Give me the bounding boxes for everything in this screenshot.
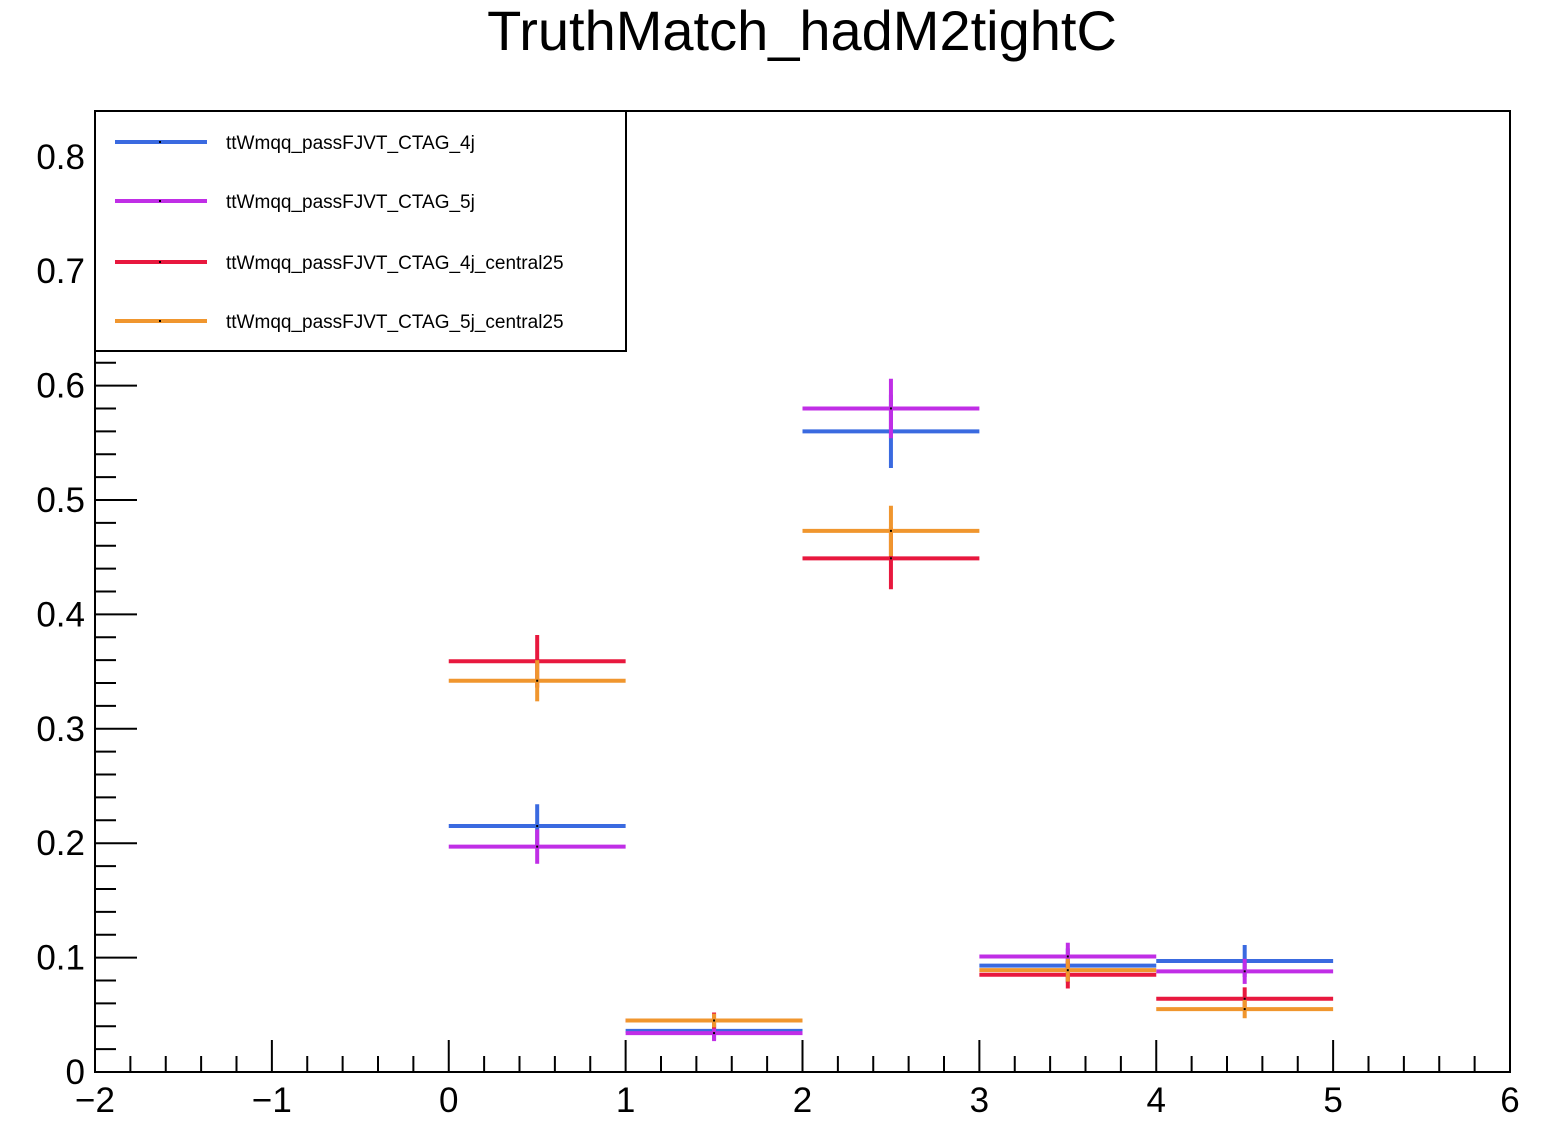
data-point [448,829,626,864]
x-tick-label: 4 [1147,1081,1166,1120]
x-tick-label: 0 [439,1081,458,1120]
series-1 [448,394,1334,1040]
data-points [448,378,1334,1042]
x-tick-labels: −2 −1 0 1 2 3 4 5 6 [75,1081,1520,1120]
legend-label: ttWmqq_passFJVT_CTAG_5j [226,192,475,213]
chart-title: TruthMatch_hadM2tightC [487,0,1117,62]
marker-dot [536,845,539,848]
legend-entry: ttWmqq_passFJVT_CTAG_5j_central25 [115,312,564,333]
y-tick-label: 0.2 [36,824,85,863]
x-tick-label: −1 [252,1081,292,1120]
marker-dot [1243,997,1246,1000]
marker-dot [536,679,539,682]
legend-marker [159,200,161,202]
y-tick-label: 0.6 [36,367,85,406]
legend-box [94,110,627,352]
marker-dot [889,407,892,410]
marker-dot [1243,1008,1246,1011]
legend-entry: ttWmqq_passFJVT_CTAG_5j [115,192,475,213]
marker-dot [1066,955,1069,958]
data-point [1156,958,1334,984]
series-3 [448,527,1334,1029]
legend: ttWmqq_passFJVT_CTAG_4j ttWmqq_passFJVT_C… [94,110,627,352]
data-point [802,505,980,557]
series-4 [448,505,1334,1028]
y-tick-label: 0.7 [36,252,85,291]
data-point [802,378,980,439]
legend-entries: ttWmqq_passFJVT_CTAG_4j ttWmqq_passFJVT_C… [115,133,564,333]
legend-label: ttWmqq_passFJVT_CTAG_4j_central25 [226,253,564,274]
series-2 [448,378,1334,1042]
y-tick-label: 0.8 [36,138,85,177]
y-tick-label: 0.5 [36,481,85,520]
marker-dot [1066,969,1069,972]
x-tick-label: −2 [75,1081,115,1120]
marker-dot [713,1032,716,1035]
legend-entry: ttWmqq_passFJVT_CTAG_4j [115,133,475,154]
y-tick-labels: 0 0.1 0.2 0.3 0.4 0.5 0.6 0.7 0.8 [36,138,85,1092]
x-tick-label: 6 [1500,1081,1519,1120]
x-tick-label: 2 [793,1081,812,1120]
data-point [979,958,1157,982]
legend-entry: ttWmqq_passFJVT_CTAG_4j_central25 [115,253,564,274]
data-point [1156,999,1334,1019]
data-point [625,1013,803,1028]
marker-dot [889,529,892,532]
y-tick-label: 0.1 [36,939,85,978]
marker-dot [536,825,539,828]
y-tick-label: 0 [66,1053,85,1092]
x-tick-label: 3 [970,1081,989,1120]
marker-dot [1243,970,1246,973]
legend-label: ttWmqq_passFJVT_CTAG_4j [226,133,475,154]
legend-marker [159,261,161,263]
x-tick-label: 1 [616,1081,635,1120]
legend-label: ttWmqq_passFJVT_CTAG_5j_central25 [226,312,564,333]
y-tick-label: 0.4 [36,595,85,634]
legend-marker [159,320,161,322]
x-tick-label: 5 [1323,1081,1342,1120]
data-point [448,660,626,702]
y-tick-label: 0.3 [36,710,85,749]
marker-dot [713,1019,716,1022]
plot-frame [94,110,1511,1073]
marker-dot [889,557,892,560]
legend-marker [159,141,161,143]
